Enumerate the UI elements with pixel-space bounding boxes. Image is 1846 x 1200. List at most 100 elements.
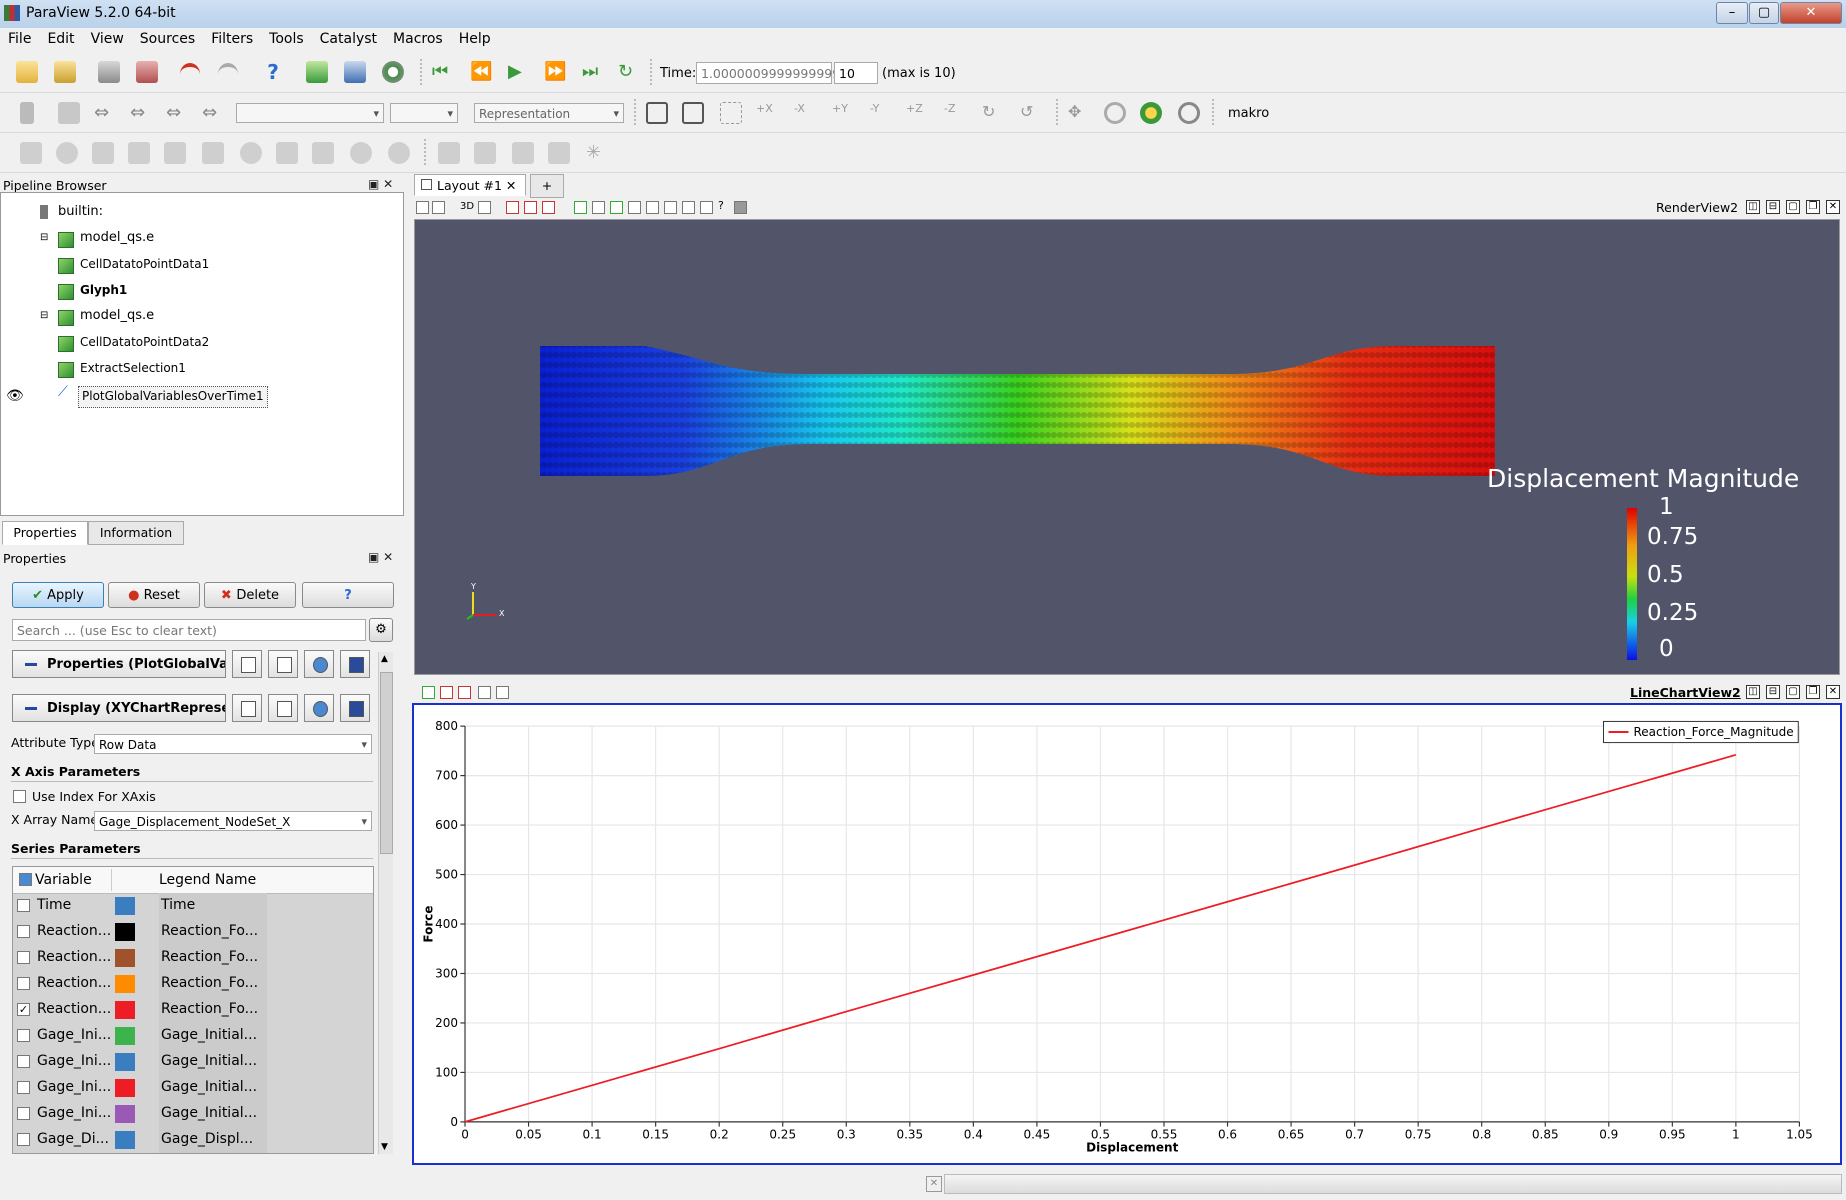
series-row[interactable]: Gage_Ini... Gage_Initial... xyxy=(13,1023,373,1049)
scrollbar-thumb[interactable] xyxy=(380,672,393,854)
set-view-direction-plus-x-icon[interactable]: +X xyxy=(756,102,773,115)
interactive-select-icon[interactable] xyxy=(628,201,641,214)
rotate-minus-90-icon[interactable]: ↺ xyxy=(1020,102,1034,121)
clear-selection-icon[interactable] xyxy=(734,201,747,214)
series-color-swatch[interactable] xyxy=(115,1105,135,1123)
hover-points-icon[interactable] xyxy=(646,201,659,214)
rotate-plus-90-icon[interactable]: ↻ xyxy=(982,102,996,121)
series-legend-name[interactable]: Reaction_Fo... xyxy=(161,1001,259,1017)
series-row[interactable]: Reaction... Reaction_Fo... xyxy=(13,945,373,971)
menu-view[interactable]: View xyxy=(90,31,124,47)
series-visibility-checkbox[interactable]: ✓ xyxy=(17,1003,30,1016)
chart-select-icon[interactable] xyxy=(422,686,435,699)
stream-tracer-filter-icon[interactable] xyxy=(276,142,298,164)
series-visibility-checkbox[interactable] xyxy=(17,925,30,938)
menu-filters[interactable]: Filters xyxy=(211,31,254,47)
plot-over-line-icon[interactable] xyxy=(512,142,534,164)
chart-close-view-icon[interactable]: ✕ xyxy=(1826,685,1840,699)
previous-frame-icon[interactable]: ⏪ xyxy=(470,61,493,82)
tab-information[interactable]: Information xyxy=(88,521,184,545)
contour-filter-icon[interactable] xyxy=(56,142,78,164)
menu-catalyst[interactable]: Catalyst xyxy=(319,31,378,47)
menu-sources[interactable]: Sources xyxy=(139,31,196,47)
pipeline-item-celldatatopointdata2[interactable]: CellDatatoPointData2 xyxy=(80,335,210,349)
series-legend-name[interactable]: Reaction_Fo... xyxy=(161,923,259,939)
grow-selection-icon[interactable] xyxy=(682,201,695,214)
extract-subset-filter-icon[interactable] xyxy=(202,142,224,164)
series-color-swatch[interactable] xyxy=(115,1053,135,1071)
column-variable[interactable]: Variable xyxy=(35,872,92,888)
maximize-button[interactable]: ▢ xyxy=(1749,2,1779,24)
series-row[interactable]: Gage_Di... Gage_Displ... xyxy=(13,1127,373,1153)
minimize-button[interactable]: – xyxy=(1716,2,1748,24)
find-data-icon[interactable] xyxy=(306,61,328,83)
pipeline-item-builtin[interactable]: builtin: xyxy=(40,202,103,222)
series-legend-name[interactable]: Gage_Displ... xyxy=(161,1131,254,1147)
select-all-series-checkbox[interactable] xyxy=(19,873,32,886)
series-legend-name[interactable]: Time xyxy=(161,897,196,913)
add-layout-tab[interactable]: + xyxy=(530,174,564,198)
chart-select-subtract-icon[interactable] xyxy=(458,686,471,699)
loop-icon[interactable]: ↻ xyxy=(618,61,634,82)
redo-icon[interactable] xyxy=(218,63,238,85)
property-search-input[interactable]: Search ... (use Esc to clear text) xyxy=(12,619,366,641)
representation-combo[interactable]: Representation xyxy=(474,103,624,124)
pipeline-dock-controls[interactable]: ▣ ✕ xyxy=(368,177,394,191)
extract-level-filter-icon[interactable] xyxy=(388,142,410,164)
series-legend-name[interactable]: Reaction_Fo... xyxy=(161,949,259,965)
select-cells-on-icon[interactable] xyxy=(506,201,519,214)
select-cells-through-icon[interactable] xyxy=(542,201,555,214)
series-color-swatch[interactable] xyxy=(115,897,135,915)
tab-layout-1[interactable]: Layout #1 ✕ xyxy=(414,174,526,196)
series-visibility-checkbox[interactable] xyxy=(17,1081,30,1094)
save-defaults-icon[interactable] xyxy=(340,650,370,678)
select-icon[interactable] xyxy=(344,61,366,83)
zoom-to-box-icon[interactable] xyxy=(720,102,742,124)
plot-selection-icon[interactable] xyxy=(474,142,496,164)
center-axes-icon[interactable]: ✥ xyxy=(1068,102,1082,121)
select-polygon-icon[interactable] xyxy=(592,201,605,214)
timestep-spinbox[interactable]: 10 xyxy=(834,62,878,84)
series-row[interactable]: Reaction... Reaction_Fo... xyxy=(13,971,373,997)
attribute-type-combo[interactable]: Row Data xyxy=(94,734,372,755)
close-window-button[interactable]: ✕ xyxy=(1780,2,1842,24)
disconnect-icon[interactable] xyxy=(136,61,158,83)
collapse-icon[interactable]: ⊟ xyxy=(40,232,49,243)
camera-parallel-icon[interactable] xyxy=(478,201,491,214)
series-visibility-checkbox[interactable] xyxy=(17,1107,30,1120)
copy-display-icon[interactable] xyxy=(232,694,262,722)
capture-icon[interactable] xyxy=(432,201,445,214)
calculator-filter-icon[interactable] xyxy=(20,142,42,164)
set-view-direction-minus-y-icon[interactable]: -Y xyxy=(870,102,880,115)
open-file-icon[interactable] xyxy=(16,61,38,83)
split-vertical-icon[interactable]: ⊟ xyxy=(1766,200,1780,214)
series-visibility-checkbox[interactable] xyxy=(17,1133,30,1146)
next-frame-icon[interactable]: ⏩ xyxy=(544,61,567,82)
rescale-custom-icon[interactable]: ⇔ xyxy=(130,102,146,123)
menu-tools[interactable]: Tools xyxy=(269,31,304,47)
group-datasets-filter-icon[interactable] xyxy=(350,142,372,164)
scroll-up-icon[interactable]: ▲ xyxy=(381,654,388,664)
calculator-icon[interactable] xyxy=(20,102,34,124)
series-visibility-checkbox[interactable] xyxy=(17,899,30,912)
series-visibility-checkbox[interactable] xyxy=(17,977,30,990)
record-macro-icon[interactable] xyxy=(1178,102,1200,124)
series-row[interactable]: ✓ Reaction... Reaction_Fo... xyxy=(13,997,373,1023)
series-row[interactable]: Reaction... Reaction_Fo... xyxy=(13,919,373,945)
pipeline-item-extractselection1[interactable]: ExtractSelection1 xyxy=(80,361,186,375)
reset-button[interactable]: ● Reset xyxy=(108,582,200,608)
shrink-selection-icon[interactable] xyxy=(700,201,713,214)
column-legend-name[interactable]: Legend Name xyxy=(159,872,257,888)
use-index-checkbox[interactable] xyxy=(13,790,26,803)
properties-section-toggle[interactable]: Properties (PlotGlobalVari xyxy=(12,650,226,678)
advanced-properties-gear-icon[interactable]: ⚙ xyxy=(369,618,393,642)
series-legend-name[interactable]: Gage_Initial... xyxy=(161,1053,258,1069)
series-legend-name[interactable]: Gage_Initial... xyxy=(161,1027,258,1043)
paste-display-icon[interactable] xyxy=(268,694,298,722)
series-color-swatch[interactable] xyxy=(115,923,135,941)
line-chart-view[interactable]: 0 0.05 0.1 0.15 0.2 0.25 0.3 0.35 0.4 0.45 0.5 0.55… xyxy=(412,703,1842,1165)
chart-maximize-view-icon[interactable]: ▢ xyxy=(1786,685,1800,699)
play-icon[interactable]: ▶ xyxy=(508,61,522,82)
glyph-filter-icon[interactable] xyxy=(240,142,262,164)
warp-by-vector-filter-icon[interactable] xyxy=(312,142,334,164)
